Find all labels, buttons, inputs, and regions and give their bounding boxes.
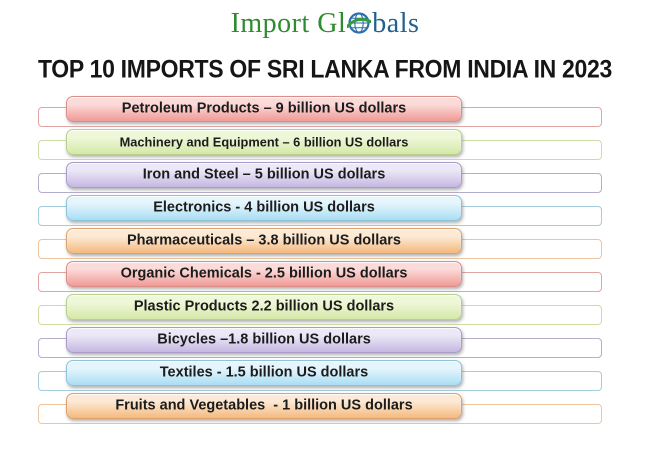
bar: Pharmaceuticals – 3.8 billion US dollars bbox=[66, 228, 462, 254]
logo: Import Gl bals bbox=[0, 8, 650, 43]
import-row: Petroleum Products – 9 billion US dollar… bbox=[0, 96, 650, 129]
import-bar-list: Petroleum Products – 9 billion US dollar… bbox=[0, 96, 650, 426]
bar-label: Plastic Products 2.2 billion US dollars bbox=[133, 298, 395, 315]
bar-label: Machinery and Equipment – 6 billion US d… bbox=[119, 134, 409, 149]
import-row: Plastic Products 2.2 billion US dollars bbox=[0, 294, 650, 327]
import-row: Bicycles –1.8 billion US dollars bbox=[0, 327, 650, 360]
bar: Machinery and Equipment – 6 billion US d… bbox=[66, 129, 462, 155]
bar-label: Petroleum Products – 9 billion US dollar… bbox=[121, 100, 407, 117]
bar: Petroleum Products – 9 billion US dollar… bbox=[66, 96, 462, 122]
import-row: Electronics - 4 billion US dollars bbox=[0, 195, 650, 228]
bar-label: Pharmaceuticals – 3.8 billion US dollars bbox=[127, 232, 401, 249]
import-row: Textiles - 1.5 billion US dollars bbox=[0, 360, 650, 393]
logo-text-right: bals bbox=[372, 8, 420, 39]
bar: Electronics - 4 billion US dollars bbox=[66, 195, 462, 221]
bar: Iron and Steel – 5 billion US dollars bbox=[66, 162, 462, 188]
import-row: Organic Chemicals - 2.5 billion US dolla… bbox=[0, 261, 650, 294]
bar: Fruits and Vegetables - 1 billion US dol… bbox=[66, 393, 462, 419]
import-row: Fruits and Vegetables - 1 billion US dol… bbox=[0, 393, 650, 426]
bar-label: Iron and Steel – 5 billion US dollars bbox=[142, 166, 386, 183]
globe-icon bbox=[346, 11, 373, 43]
page-title: TOP 10 IMPORTS OF SRI LANKA FROM INDIA I… bbox=[37, 54, 613, 83]
bar: Plastic Products 2.2 billion US dollars bbox=[66, 294, 462, 320]
bar-label: Bicycles –1.8 billion US dollars bbox=[157, 331, 371, 348]
bar: Bicycles –1.8 billion US dollars bbox=[66, 327, 462, 353]
import-row: Pharmaceuticals – 3.8 billion US dollars bbox=[0, 228, 650, 261]
bar: Organic Chemicals - 2.5 billion US dolla… bbox=[66, 261, 462, 287]
bar-label: Textiles - 1.5 billion US dollars bbox=[159, 364, 369, 381]
logo-text-left: Import Gl bbox=[230, 8, 347, 39]
bar-label: Electronics - 4 billion US dollars bbox=[153, 199, 375, 216]
bar-label: Organic Chemicals - 2.5 billion US dolla… bbox=[120, 265, 408, 282]
import-row: Machinery and Equipment – 6 billion US d… bbox=[0, 129, 650, 162]
bar: Textiles - 1.5 billion US dollars bbox=[66, 360, 462, 386]
import-row: Iron and Steel – 5 billion US dollars bbox=[0, 162, 650, 195]
bar-label: Fruits and Vegetables - 1 billion US dol… bbox=[115, 397, 413, 414]
